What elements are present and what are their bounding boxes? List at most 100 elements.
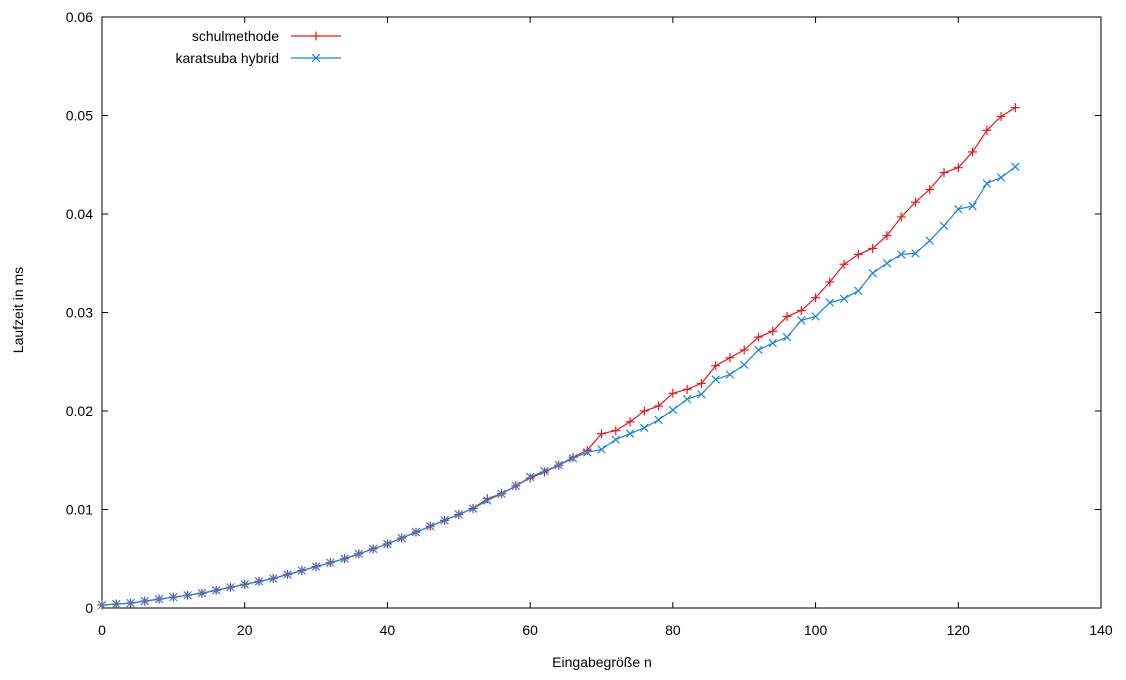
data-point-karatsuba-hybrid <box>383 539 392 549</box>
data-point-schulmethode <box>939 168 949 178</box>
data-point-schulmethode <box>910 197 920 207</box>
data-point-karatsuba-hybrid <box>497 489 506 498</box>
data-point-karatsuba-hybrid <box>697 390 706 399</box>
data-point-karatsuba-hybrid <box>226 583 235 592</box>
data-point-karatsuba-hybrid <box>682 394 692 404</box>
x-tick-label: 20 <box>237 622 253 638</box>
data-point-karatsuba-hybrid <box>483 496 492 505</box>
data-point-karatsuba-hybrid <box>183 590 192 600</box>
data-point-karatsuba-hybrid <box>640 423 649 432</box>
data-point-schulmethode <box>868 243 878 253</box>
data-point-schulmethode <box>996 111 1006 121</box>
data-point-karatsuba-hybrid <box>540 466 549 476</box>
y-axis-label: Laufzeit in ms <box>10 267 26 353</box>
data-point-karatsuba-hybrid <box>725 370 735 379</box>
data-point-karatsuba-hybrid <box>825 298 835 307</box>
data-point-karatsuba-hybrid <box>354 549 364 559</box>
data-point-karatsuba-hybrid <box>554 460 563 470</box>
data-point-schulmethode <box>753 332 763 342</box>
data-point-schulmethode <box>725 353 735 363</box>
y-axis-ticks: 0 0.01 0.02 0.03 0.04 0.05 0.06 <box>66 9 1101 616</box>
y-tick-label: 0 <box>85 600 93 616</box>
y-tick-label: 0.03 <box>66 305 93 321</box>
data-point-karatsuba-hybrid <box>240 580 249 589</box>
data-point-karatsuba-hybrid <box>525 472 535 482</box>
data-point-karatsuba-hybrid <box>839 294 849 303</box>
data-point-karatsuba-hybrid <box>411 527 421 537</box>
data-point-karatsuba-hybrid <box>782 332 792 342</box>
data-point-karatsuba-hybrid <box>896 250 906 259</box>
data-point-schulmethode <box>739 345 749 355</box>
data-point-karatsuba-hybrid <box>454 510 464 519</box>
data-point-schulmethode <box>654 401 664 411</box>
data-point-karatsuba-hybrid <box>140 596 150 606</box>
data-point-schulmethode <box>696 378 706 388</box>
data-point-karatsuba-hybrid <box>254 577 264 586</box>
data-point-karatsuba-hybrid <box>368 544 378 554</box>
data-point-karatsuba-hybrid <box>854 286 863 296</box>
legend-label-karatsuba-hybrid: karatsuba hybrid <box>175 50 279 66</box>
data-point-karatsuba-hybrid <box>996 173 1006 182</box>
data-point-karatsuba-hybrid <box>868 268 877 278</box>
x-tick-label: 80 <box>665 622 681 638</box>
data-point-schulmethode <box>853 249 863 259</box>
data-point-schulmethode <box>796 306 806 316</box>
data-point-schulmethode <box>968 147 978 157</box>
data-point-schulmethode <box>582 445 592 455</box>
data-point-schulmethode <box>611 426 621 436</box>
data-point-schulmethode <box>625 417 635 427</box>
data-point-karatsuba-hybrid <box>739 360 749 369</box>
x-axis-ticks: 0 20 40 60 80 100 120 140 <box>98 17 1113 638</box>
data-point-schulmethode <box>1010 103 1020 113</box>
data-point-karatsuba-hybrid <box>311 562 321 571</box>
data-point-karatsuba-hybrid <box>754 345 763 355</box>
data-point-karatsuba-hybrid <box>768 338 778 348</box>
data-point-karatsuba-hybrid <box>425 521 435 531</box>
data-point-karatsuba-hybrid <box>939 221 949 231</box>
data-point-karatsuba-hybrid <box>440 516 449 525</box>
legend-label-schulmethode: schulmethode <box>192 28 279 44</box>
legend-sample-karatsuba-hybrid <box>291 53 341 63</box>
data-point-karatsuba-hybrid <box>882 259 892 268</box>
x-tick-label: 140 <box>1089 622 1113 638</box>
data-point-schulmethode <box>953 163 963 173</box>
data-point-karatsuba-hybrid <box>625 429 635 438</box>
legend: schulmethode karatsuba hybrid <box>175 28 341 66</box>
series-line-schulmethode <box>101 107 1016 606</box>
axes <box>101 16 1102 609</box>
data-point-karatsuba-hybrid <box>568 454 578 463</box>
y-tick-label: 0.05 <box>66 108 93 124</box>
data-point-karatsuba-hybrid <box>611 435 621 444</box>
y-tick-label: 0.04 <box>66 206 93 222</box>
data-point-schulmethode <box>825 277 835 287</box>
data-point-karatsuba-hybrid <box>668 405 678 415</box>
data-point-schulmethode <box>982 125 992 135</box>
data-point-karatsuba-hybrid <box>968 201 977 211</box>
x-tick-label: 0 <box>98 622 106 638</box>
x-tick-label: 60 <box>522 622 538 638</box>
data-point-karatsuba-hybrid <box>925 236 934 245</box>
data-point-karatsuba-hybrid <box>154 594 164 604</box>
data-point-karatsuba-hybrid <box>269 574 278 583</box>
plot-frame <box>101 16 1102 609</box>
series-layer <box>97 103 1020 610</box>
data-point-schulmethode <box>768 326 778 336</box>
data-point-karatsuba-hybrid <box>582 448 592 457</box>
data-point-schulmethode <box>811 293 821 303</box>
x-tick-label: 120 <box>947 622 971 638</box>
series-karatsuba-hybrid <box>97 162 1020 610</box>
data-point-karatsuba-hybrid <box>297 566 307 575</box>
y-tick-label: 0.06 <box>66 9 93 25</box>
data-point-schulmethode <box>839 259 849 269</box>
data-point-karatsuba-hybrid <box>97 600 107 610</box>
data-point-karatsuba-hybrid <box>112 599 121 609</box>
data-point-karatsuba-hybrid <box>283 570 292 579</box>
legend-sample-schulmethode <box>291 31 341 41</box>
data-point-karatsuba-hybrid <box>711 375 720 384</box>
data-point-karatsuba-hybrid <box>954 204 963 214</box>
data-point-karatsuba-hybrid <box>397 533 406 543</box>
data-point-schulmethode <box>682 384 692 394</box>
series-line-karatsuba-hybrid <box>101 166 1016 606</box>
data-point-schulmethode <box>882 231 892 241</box>
